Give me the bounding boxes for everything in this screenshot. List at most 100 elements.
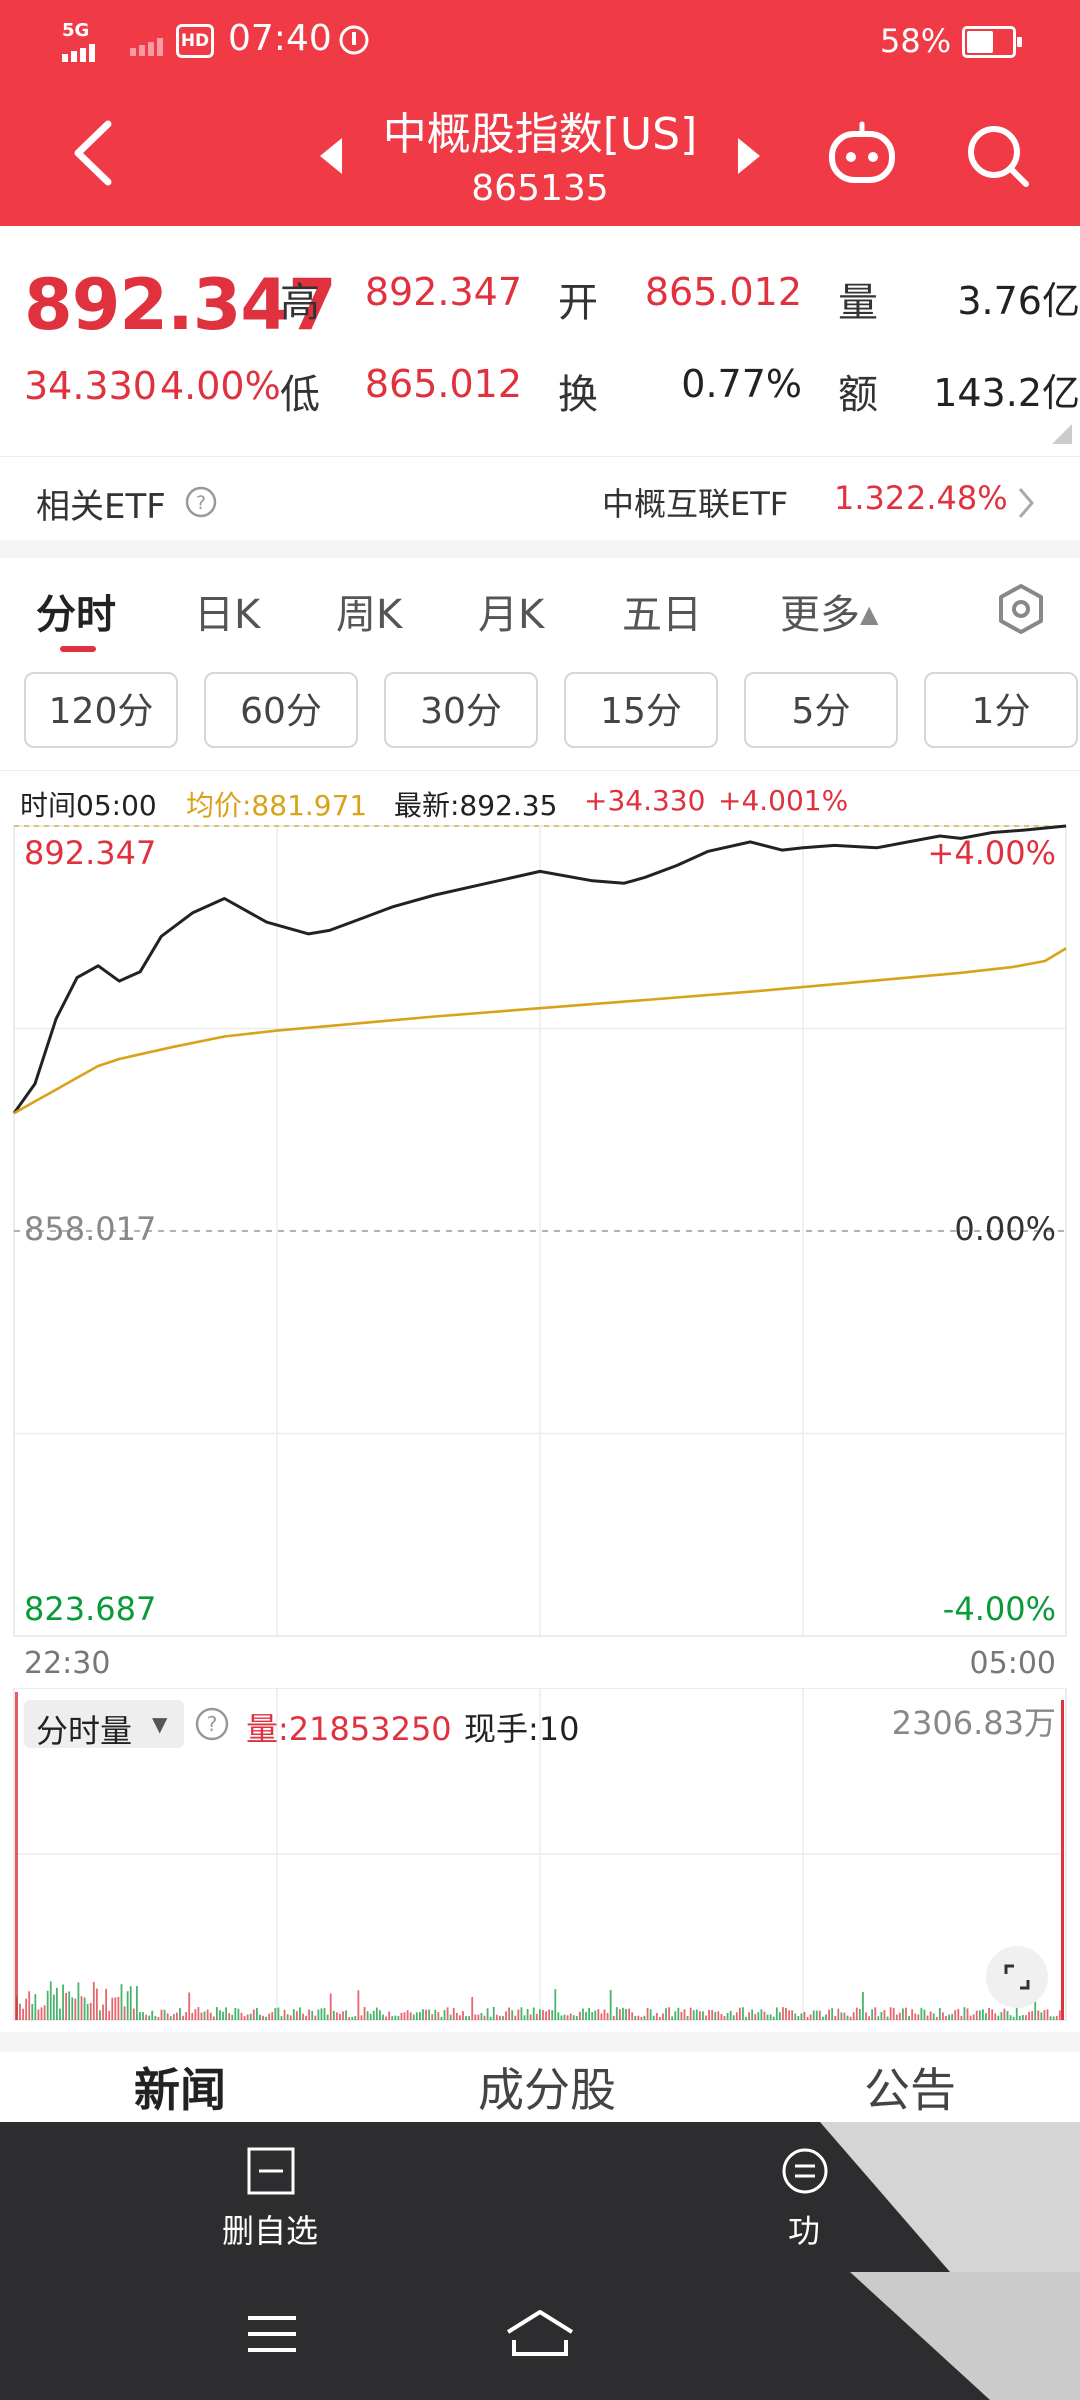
- volume-bar-first: [15, 1692, 18, 2020]
- intraday-chart[interactable]: [0, 820, 1080, 1680]
- search-icon[interactable]: [964, 122, 1034, 192]
- volume-bar: [108, 2010, 111, 2020]
- volume-help-icon[interactable]: ?: [194, 1706, 230, 1742]
- volume-bar: [1000, 2012, 1003, 2020]
- remove-watchlist-button[interactable]: 删自选: [200, 2142, 340, 2262]
- volume-bar: [369, 2013, 372, 2020]
- volume-bar: [271, 2012, 274, 2020]
- tab-five-day[interactable]: 五日: [622, 592, 702, 638]
- volume-bar: [791, 2010, 794, 2020]
- volume-bar: [397, 2015, 400, 2020]
- network-indicator: 5G: [62, 22, 102, 62]
- volume-bar: [991, 2009, 994, 2020]
- period-5min[interactable]: 5分: [744, 672, 898, 748]
- volume-bar: [28, 1991, 31, 2020]
- tab-components[interactable]: 成分股: [478, 2063, 616, 2117]
- open-label: 开: [558, 280, 598, 326]
- tab-weekly-k[interactable]: 周K: [336, 592, 403, 638]
- volume-bar: [1022, 2015, 1024, 2020]
- volume-bar: [157, 2016, 160, 2020]
- volume-bar: [954, 2010, 957, 2020]
- volume-bar: [86, 2003, 89, 2020]
- volume-bar: [455, 2012, 458, 2020]
- fullscreen-button[interactable]: [986, 1946, 1048, 2008]
- chart-mid-pct: 0.00%: [954, 1210, 1056, 1248]
- home-icon[interactable]: [504, 2306, 576, 2362]
- period-120min[interactable]: 120分: [24, 672, 178, 748]
- period-60min[interactable]: 60分: [204, 672, 358, 748]
- info-latest: 最新:892.35: [394, 789, 558, 822]
- battery-percent: 58%: [880, 22, 952, 60]
- volume-bar: [428, 2009, 431, 2020]
- volume-bar: [729, 2010, 732, 2020]
- back-icon[interactable]: [790, 2272, 1080, 2400]
- volume-bar: [1006, 2011, 1009, 2020]
- volume-bar: [702, 2011, 704, 2020]
- volume-bar: [698, 2011, 701, 2020]
- next-stock-icon[interactable]: [734, 136, 762, 176]
- period-30min[interactable]: 30分: [384, 672, 538, 748]
- chart-top-price: 892.347: [24, 834, 157, 872]
- tab-news[interactable]: 新闻: [134, 2063, 226, 2117]
- volume-bar: [972, 2014, 975, 2020]
- volume-bar: [419, 2012, 421, 2020]
- volume-bar: [769, 2014, 772, 2020]
- volume-bar: [831, 2008, 834, 2020]
- volume-bar: [917, 2014, 920, 2020]
- volume-bar: [403, 2012, 406, 2020]
- volume-bar: [65, 1992, 68, 2020]
- period-1min[interactable]: 1分: [924, 672, 1078, 748]
- volume-bar: [83, 1997, 86, 2020]
- volume-bar: [40, 2007, 43, 2020]
- volume-bar: [332, 2010, 335, 2020]
- tab-intraday[interactable]: 分时: [36, 592, 116, 638]
- volume-bar: [62, 1984, 64, 2020]
- volume-bar: [335, 2012, 338, 2020]
- volume-bar: [382, 2014, 384, 2020]
- volume-bar: [1018, 2015, 1021, 2020]
- high-value: 892.347: [364, 270, 522, 314]
- volume-bar: [246, 2014, 249, 2020]
- volume-bar: [295, 2011, 298, 2020]
- period-15min[interactable]: 15分: [564, 672, 718, 748]
- settings-hexagon-icon[interactable]: [994, 582, 1048, 636]
- robot-assistant-icon[interactable]: [826, 118, 898, 190]
- volume-bar: [363, 2007, 366, 2020]
- tab-more-label: 更多: [780, 592, 860, 638]
- tab-monthly-k[interactable]: 月K: [478, 592, 545, 638]
- current-price: 892.347: [24, 264, 337, 346]
- tab-more[interactable]: 更多▲: [780, 582, 878, 640]
- volume-bar: [957, 2008, 960, 2020]
- volume-bar: [674, 2011, 677, 2020]
- volume-bar: [735, 2012, 738, 2020]
- tab-daily-k[interactable]: 日K: [194, 592, 261, 638]
- signal-icon-secondary: [130, 38, 163, 56]
- volume-bar: [222, 2011, 224, 2020]
- function-button[interactable]: 功: [740, 2142, 860, 2262]
- volume-bar: [929, 2011, 932, 2020]
- volume-bar: [182, 2015, 184, 2020]
- volume-bar: [31, 2003, 34, 2020]
- prev-stock-icon[interactable]: [318, 136, 346, 176]
- volume-bar: [797, 2015, 800, 2020]
- expand-corner-icon[interactable]: [1052, 424, 1072, 444]
- volume-bar: [889, 2007, 892, 2020]
- volume-bar: [948, 2014, 950, 2020]
- volume-bar: [126, 1991, 129, 2020]
- volume-bar: [649, 2009, 652, 2020]
- back-arrow-icon[interactable]: [68, 118, 118, 188]
- menu-icon[interactable]: [244, 2312, 300, 2356]
- volume-bar: [231, 2014, 234, 2020]
- volume-bar: [89, 2002, 92, 2020]
- volume-bar: [846, 2015, 849, 2020]
- volume-selector[interactable]: 分时量 ▼: [24, 1700, 184, 1750]
- volume-bar: [172, 2013, 175, 2020]
- volume-bar: [499, 2015, 501, 2020]
- volume-bar: [1009, 2015, 1012, 2020]
- tab-announcements[interactable]: 公告: [864, 2063, 956, 2117]
- help-icon[interactable]: ?: [184, 485, 218, 519]
- volume-bar: [982, 2009, 984, 2020]
- volume-bar: [865, 2012, 867, 2020]
- low-value: 865.012: [364, 362, 522, 406]
- volume-bar: [452, 2007, 455, 2020]
